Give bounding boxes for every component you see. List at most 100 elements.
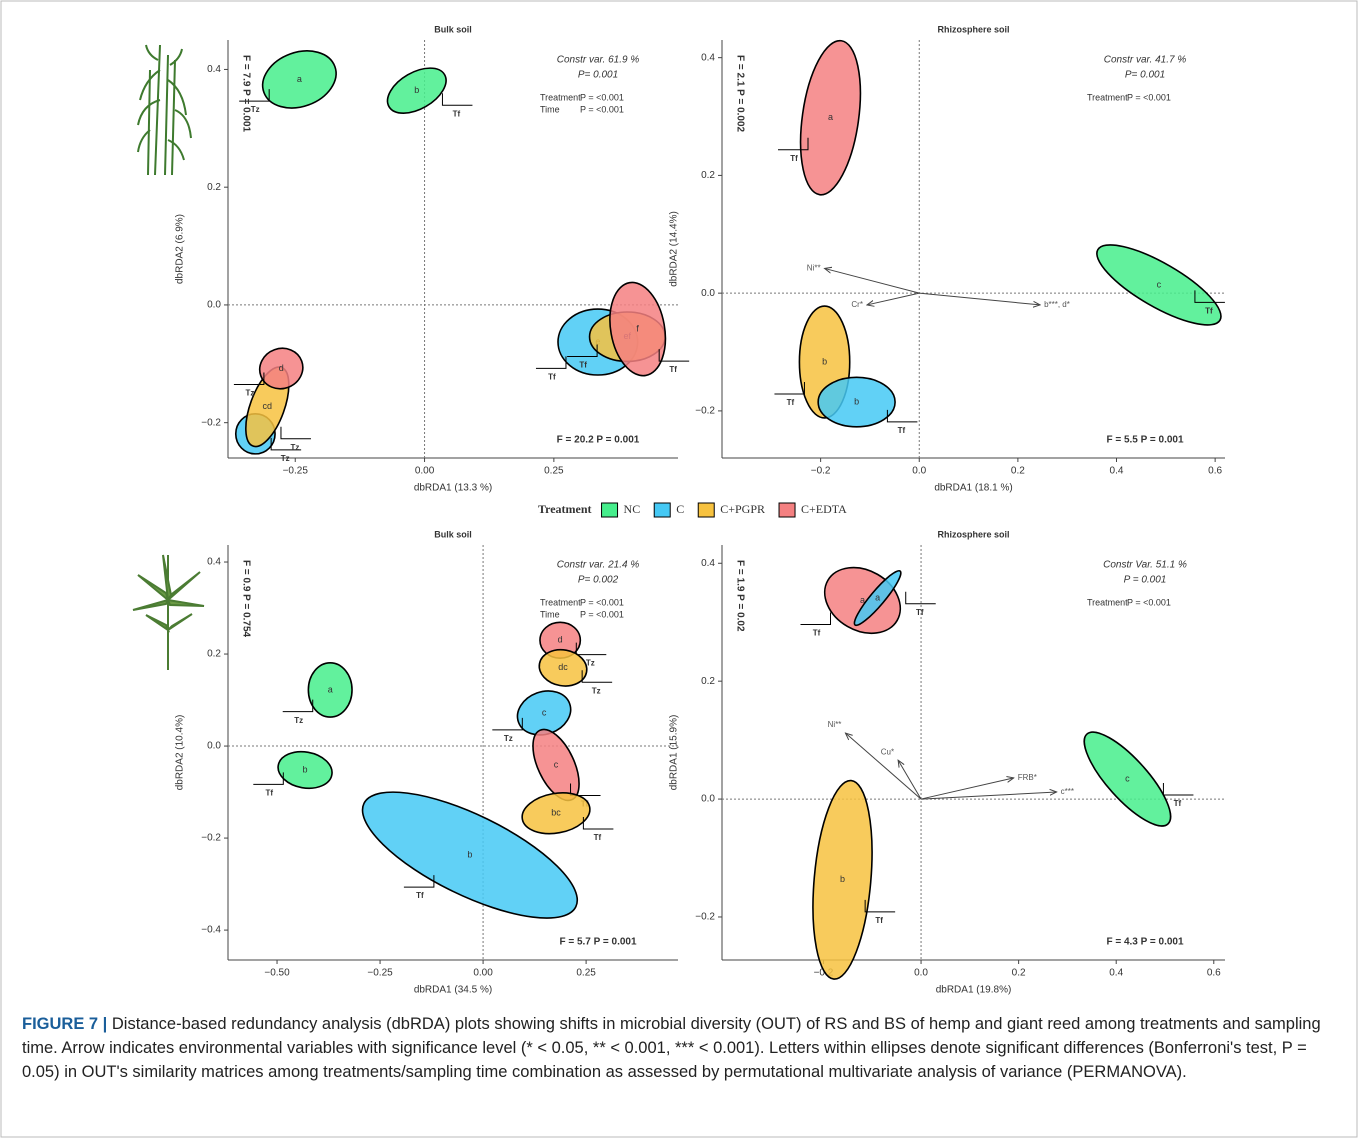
x-axis-label: dbRDA1 (13.3 %) [414, 483, 492, 494]
f-side: F = 7.9 P = 0.001 [240, 55, 251, 133]
constr-p: P = 0.001 [1124, 575, 1167, 586]
time-tag: Tz [245, 389, 254, 398]
ellipse-label: a [828, 112, 833, 122]
ellipse-label: b [414, 85, 419, 95]
arrow-label: FRB* [1018, 773, 1037, 782]
panel-title: Rhizosphere soil [937, 24, 1009, 34]
y-tick-label: 0.2 [207, 182, 221, 193]
y-axis-label: dbRDA2 (10.4%) [175, 715, 186, 791]
constr-p: P= 0.001 [1125, 70, 1165, 81]
hemp-icon [133, 555, 204, 670]
ellipse-label: b [854, 396, 859, 406]
y-tick-label: −0.2 [201, 833, 221, 844]
panel-title: Bulk soil [434, 529, 472, 539]
constr-var: Constr var. 61.9 % [557, 55, 640, 66]
test-name: Time [540, 104, 560, 114]
ellipse-label: c [554, 759, 559, 769]
tag-leader [583, 817, 613, 829]
x-tick-label: 0.00 [415, 466, 435, 477]
tag-leader [283, 700, 313, 712]
env-arrow [921, 792, 1057, 799]
time-tag: Tf [898, 426, 906, 435]
time-tag: Tz [294, 716, 303, 725]
y-axis-label: dbRDA2 (14.4%) [669, 211, 680, 287]
panel-title: Bulk soil [434, 24, 472, 34]
ellipse-label: dc [558, 662, 568, 672]
test-name: Time [540, 609, 560, 619]
legend-label: C+PGPR [720, 502, 765, 516]
y-tick-label: −0.2 [695, 406, 715, 417]
arrow-label: Ni** [828, 720, 842, 729]
y-tick-label: 0.0 [701, 794, 715, 805]
x-tick-label: 0.4 [1110, 466, 1124, 477]
test-name: Treatment [540, 92, 581, 102]
time-tag: Tf [916, 608, 924, 617]
x-tick-label: 0.2 [1012, 968, 1026, 979]
test-name: Treatment [1087, 92, 1128, 102]
test-p: P = <0.001 [580, 104, 624, 114]
x-tick-label: 0.25 [544, 466, 564, 477]
legend-swatch [602, 503, 618, 517]
caption: FIGURE 7 | Distance-based redundancy ana… [22, 1012, 1332, 1084]
f-corner: F = 5.5 P = 0.001 [1106, 435, 1184, 446]
ellipse-label: a [297, 74, 302, 84]
ellipse-label: a [875, 592, 880, 602]
test-p: P = <0.001 [580, 609, 624, 619]
legend-swatch [654, 503, 670, 517]
tag-leader [253, 772, 283, 784]
f-side: F = 2.1 P = 0.002 [734, 55, 745, 133]
arrow-label: Cr* [851, 300, 863, 309]
env-arrow [921, 778, 1014, 799]
arrow-label: b***, d* [1044, 300, 1070, 309]
x-tick-label: 0.0 [912, 466, 926, 477]
test-p: P = <0.001 [580, 597, 624, 607]
time-tag: Tf [1205, 306, 1213, 315]
test-name: Treatment [1087, 597, 1128, 607]
test-name: Treatment [540, 597, 581, 607]
time-tag: Tf [594, 833, 602, 842]
arrow-label: Cu* [881, 747, 894, 756]
y-tick-label: −0.2 [201, 417, 221, 428]
time-tag: Tz [504, 734, 513, 743]
ellipse-label: d [279, 363, 284, 373]
ellipse-label: b [467, 849, 472, 859]
time-tag: Tz [592, 686, 601, 695]
time-tag: Tf [787, 398, 795, 407]
x-tick-label: −0.2 [811, 466, 831, 477]
x-axis-label: dbRDA1 (19.8%) [936, 985, 1012, 996]
reed-icon [138, 45, 191, 175]
ellipse-label: a [328, 684, 333, 694]
x-tick-label: 0.00 [473, 968, 493, 979]
f-corner: F = 4.3 P = 0.001 [1106, 937, 1184, 948]
time-tag: Tf [416, 891, 424, 900]
y-axis-label: dbRDA2 (6.9%) [175, 214, 186, 284]
ellipse-label: c [1125, 773, 1130, 783]
env-arrow [919, 293, 1040, 305]
y-tick-label: 0.0 [701, 288, 715, 299]
y-tick-label: −0.4 [201, 925, 221, 936]
x-tick-label: −0.25 [283, 466, 309, 477]
x-tick-label: 0.2 [1011, 466, 1025, 477]
caption-label: FIGURE 7 | [22, 1015, 107, 1033]
tag-leader [442, 93, 472, 105]
arrow-label: c*** [1061, 787, 1074, 796]
x-tick-label: 0.4 [1109, 968, 1123, 979]
time-tag: Tf [266, 788, 274, 797]
x-tick-label: −0.25 [367, 968, 393, 979]
env-arrow [898, 760, 921, 799]
constr-p: P= 0.002 [578, 575, 619, 586]
constr-var: Constr Var. 51.1 % [1103, 560, 1187, 571]
x-tick-label: 0.6 [1207, 968, 1221, 979]
time-tag: Tz [291, 443, 300, 452]
y-tick-label: 0.4 [207, 557, 221, 568]
f-side: F = 0.9 P = 0.754 [240, 560, 251, 638]
y-tick-label: −0.2 [695, 912, 715, 923]
legend-title: Treatment [538, 502, 592, 516]
env-arrow [867, 293, 919, 305]
test-p: P = <0.001 [580, 92, 624, 102]
ellipse-label: c [1157, 279, 1162, 289]
tag-leader [801, 612, 831, 624]
legend-label: C [676, 502, 684, 516]
test-p: P = <0.001 [1127, 597, 1171, 607]
chart: Bulk soil −0.25 0.00 0.25 −0.2 0.0 0.2 0.4 dbRDA… [0, 0, 1358, 1141]
